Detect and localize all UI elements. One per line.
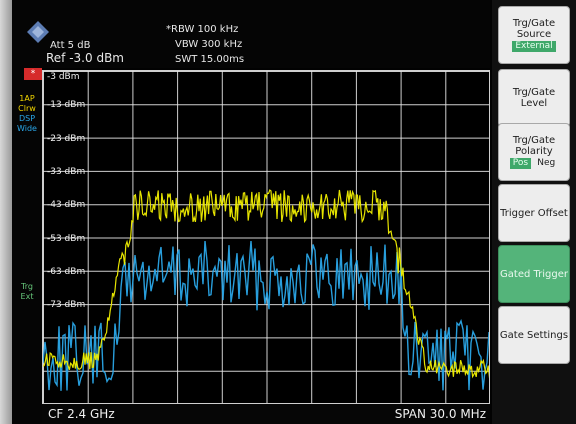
trigger-gate-source-softkey[interactable]: Trg/Gate Source External [498, 6, 570, 64]
trace-label-3: DSP [18, 114, 36, 123]
softkey-label: Trg/Gate Source [512, 18, 556, 40]
polarity-neg-option: Neg [537, 158, 556, 168]
trigger-gate-level-softkey[interactable]: Trg/Gate Level [498, 69, 570, 127]
softkey-label: Gate Settings [499, 329, 569, 341]
trigger-offset-softkey[interactable]: Trigger Offset [498, 184, 570, 242]
trace-primary [43, 189, 489, 379]
y-tick-label: -33 dBm [47, 167, 86, 177]
spectrum-plot: -3 dBm -13 dBm -23 dBm -33 dBm -43 dBm -… [42, 70, 490, 404]
trace-label-1: 1AP [19, 94, 35, 103]
trigger-label: Trg [21, 282, 33, 291]
y-tick-label: -3 dBm [47, 72, 80, 82]
gate-settings-softkey[interactable]: Gate Settings [498, 306, 570, 364]
measurement-header: Att 5 dB Ref -3.0 dBm *RBW 100 kHz VBW 3… [12, 0, 490, 68]
trigger-ext-label: Ext [20, 292, 34, 301]
trace-label-4: Wide [17, 124, 37, 133]
attenuation-readout: Att 5 dB [50, 40, 91, 51]
y-tick-label: -63 dBm [47, 267, 86, 277]
frequency-footer: CF 2.4 GHz SPAN 30.0 MHz [42, 404, 490, 424]
trace-status-strip: 1AP Clrw DSP Wide Trg Ext [12, 68, 42, 424]
y-tick-label: -23 dBm [47, 134, 86, 144]
y-tick-label: -73 dBm [47, 300, 86, 310]
softkey-label: Trg/Gate Level [512, 87, 556, 109]
softkey-value: External [512, 40, 556, 52]
polarity-pos-option: Pos [509, 158, 532, 169]
polarity-options: Pos Neg [509, 157, 558, 169]
vbw-readout: VBW 300 kHz [175, 39, 243, 50]
softkey-panel: Trg/Gate Source External Trg/Gate Level … [492, 0, 576, 424]
rbw-readout: *RBW 100 kHz [166, 24, 239, 35]
spectrum-traces [43, 71, 489, 403]
reference-level-readout: Ref -3.0 dBm [46, 51, 124, 65]
softkey-label: Trg/Gate Polarity [512, 135, 556, 157]
span-label: SPAN 30.0 MHz [394, 407, 486, 421]
trigger-gate-polarity-softkey[interactable]: Trg/Gate Polarity Pos Neg [498, 123, 570, 181]
sweep-time-readout: SWT 15.00ms [175, 54, 245, 65]
y-tick-label: -53 dBm [47, 234, 86, 244]
marker-indicator: * [24, 68, 42, 80]
gated-trigger-softkey[interactable]: Gated Trigger [498, 245, 570, 303]
softkey-label: Trigger Offset [500, 207, 568, 219]
softkey-label: Gated Trigger [500, 268, 568, 280]
trace-secondary [43, 240, 489, 391]
trace-label-2: Clrw [18, 104, 36, 113]
center-frequency-label: CF 2.4 GHz [48, 407, 115, 421]
y-tick-label: -13 dBm [47, 100, 86, 110]
y-tick-label: -43 dBm [47, 200, 86, 210]
rohde-schwarz-logo-icon [27, 21, 49, 43]
device-bezel [0, 0, 12, 424]
source-external-value: External [512, 41, 556, 52]
